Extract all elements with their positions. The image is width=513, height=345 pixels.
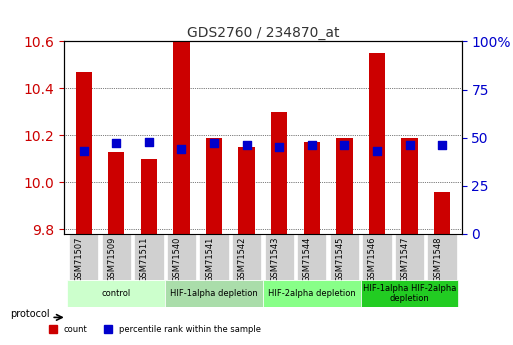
- FancyBboxPatch shape: [361, 280, 459, 307]
- FancyBboxPatch shape: [69, 234, 98, 280]
- Point: [210, 141, 218, 146]
- Bar: [173, 41, 190, 234]
- Text: GSM71542: GSM71542: [238, 236, 247, 282]
- Text: HIF-1alpha depletion: HIF-1alpha depletion: [170, 289, 258, 298]
- Text: GSM71546: GSM71546: [368, 236, 377, 282]
- Text: GSM71511: GSM71511: [140, 236, 149, 282]
- Point: [438, 142, 446, 148]
- FancyBboxPatch shape: [330, 234, 359, 280]
- Point: [373, 148, 381, 154]
- Legend: count, percentile rank within the sample: count, percentile rank within the sample: [45, 322, 264, 337]
- Text: GSM71541: GSM71541: [205, 236, 214, 282]
- Text: GSM71548: GSM71548: [433, 236, 442, 282]
- Text: GSM71545: GSM71545: [336, 236, 344, 282]
- Point: [275, 145, 283, 150]
- FancyBboxPatch shape: [200, 234, 229, 280]
- Text: GSM71544: GSM71544: [303, 236, 312, 282]
- FancyBboxPatch shape: [395, 234, 424, 280]
- Bar: [336, 138, 352, 234]
- FancyBboxPatch shape: [102, 234, 131, 280]
- Bar: [401, 138, 418, 234]
- Text: HIF-1alpha HIF-2alpha
depletion: HIF-1alpha HIF-2alpha depletion: [363, 284, 456, 303]
- FancyBboxPatch shape: [297, 234, 326, 280]
- FancyBboxPatch shape: [427, 234, 457, 280]
- Text: GSM71547: GSM71547: [401, 236, 409, 282]
- Text: GSM71509: GSM71509: [107, 236, 116, 282]
- Point: [340, 142, 348, 148]
- FancyBboxPatch shape: [165, 280, 263, 307]
- Point: [243, 142, 251, 148]
- FancyBboxPatch shape: [362, 234, 391, 280]
- Point: [80, 148, 88, 154]
- Bar: [239, 147, 255, 234]
- FancyBboxPatch shape: [263, 280, 361, 307]
- Bar: [108, 152, 125, 234]
- Bar: [271, 112, 287, 234]
- Text: GSM71540: GSM71540: [172, 236, 182, 282]
- FancyBboxPatch shape: [134, 234, 164, 280]
- Text: protocol: protocol: [10, 309, 50, 319]
- Point: [112, 141, 121, 146]
- Text: HIF-2alpha depletion: HIF-2alpha depletion: [268, 289, 356, 298]
- FancyBboxPatch shape: [67, 280, 165, 307]
- Bar: [369, 53, 385, 234]
- Point: [308, 142, 316, 148]
- FancyBboxPatch shape: [265, 234, 294, 280]
- Title: GDS2760 / 234870_at: GDS2760 / 234870_at: [187, 26, 339, 40]
- Text: GSM71543: GSM71543: [270, 236, 279, 282]
- Point: [405, 142, 413, 148]
- FancyBboxPatch shape: [167, 234, 196, 280]
- Text: control: control: [102, 289, 131, 298]
- Bar: [206, 138, 222, 234]
- Bar: [434, 191, 450, 234]
- Bar: [141, 159, 157, 234]
- Text: GSM71507: GSM71507: [75, 236, 84, 282]
- Bar: [304, 142, 320, 234]
- Point: [145, 139, 153, 144]
- FancyBboxPatch shape: [232, 234, 261, 280]
- Point: [177, 146, 186, 152]
- Bar: [75, 72, 92, 234]
